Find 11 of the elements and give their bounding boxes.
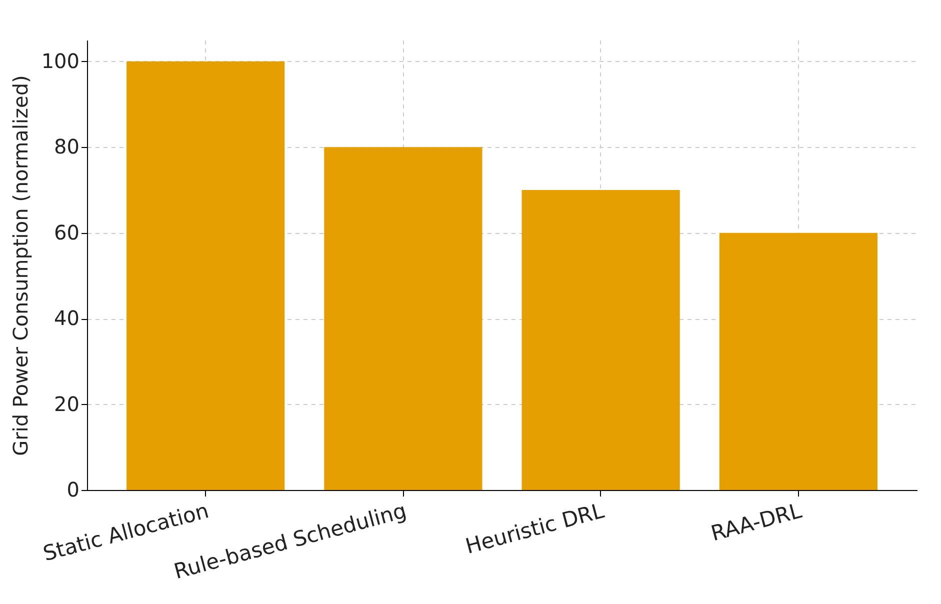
y-tick-label: 80 [54, 134, 80, 159]
bar [126, 61, 285, 490]
bar [324, 147, 482, 490]
y-axis-title: Grid Power Consumption (normalized) [8, 75, 32, 456]
y-tick-label: 20 [54, 392, 80, 416]
y-tick-label: 60 [54, 220, 80, 244]
y-tick-label: 40 [54, 306, 80, 330]
bar [719, 232, 878, 490]
bar [522, 190, 680, 490]
y-tick-label: 0 [66, 478, 80, 502]
y-tick-label: 100 [41, 48, 80, 73]
